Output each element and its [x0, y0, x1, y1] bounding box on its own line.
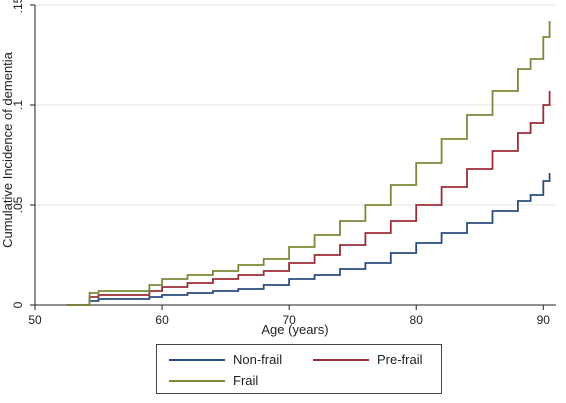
x-tick-label: 80: [410, 313, 424, 327]
legend-swatch-non-frail: [169, 358, 225, 361]
legend-item-non-frail: Non-frail: [169, 352, 282, 367]
legend-label-non-frail: Non-frail: [233, 352, 283, 367]
series-line-non-frail: [66, 173, 551, 306]
x-tick-label: 70: [282, 313, 296, 327]
legend-item-frail: Frail: [169, 373, 258, 388]
legend: Non-frail Pre-frail Frail: [156, 344, 442, 394]
legend-label-pre-frail: Pre-frail: [377, 352, 423, 367]
y-axis-label: Cumulative Incidence of dementia: [0, 51, 15, 248]
grid: [35, 4, 556, 206]
series-line-pre-frail: [66, 91, 551, 306]
y-tick-label: 0: [11, 301, 25, 308]
y-tick-label: .15: [11, 0, 25, 13]
ticks: 0 .05 .1 .15 50 60 70 80 90: [11, 0, 550, 327]
series-line-frail: [66, 21, 551, 306]
x-tick-label: 60: [155, 313, 169, 327]
legend-item-pre-frail: Pre-frail: [313, 352, 423, 367]
legend-swatch-frail: [169, 379, 225, 382]
x-axis-label: Age (years): [261, 322, 328, 337]
y-tick-label: .05: [11, 196, 25, 213]
x-tick-label: 90: [537, 313, 551, 327]
legend-label-frail: Frail: [233, 373, 259, 388]
series: [66, 21, 551, 306]
legend-swatch-pre-frail: [313, 358, 369, 361]
x-tick-label: 50: [28, 313, 42, 327]
y-tick-label: .1: [11, 100, 25, 110]
